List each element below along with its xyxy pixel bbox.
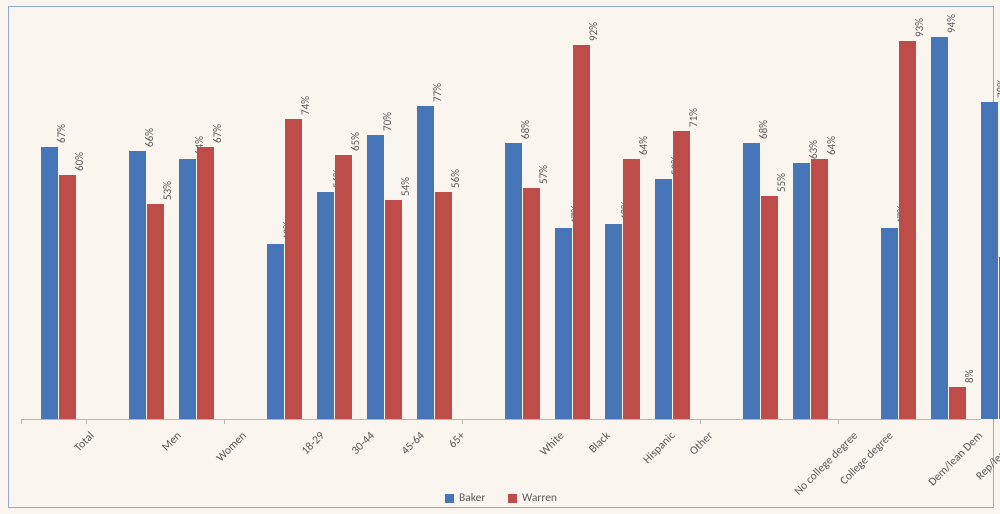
bar-warren bbox=[899, 41, 916, 419]
bar-baker bbox=[267, 244, 284, 419]
bar-value-label: 64% bbox=[825, 136, 838, 155]
x-axis-category-label: Women bbox=[213, 429, 249, 465]
bar-value-label: 74% bbox=[299, 96, 312, 115]
x-axis-category-label: Hispanic bbox=[640, 429, 678, 467]
bar-warren bbox=[435, 192, 452, 419]
x-axis-category-label: White bbox=[537, 429, 567, 459]
bar-value-label: 63% bbox=[807, 140, 820, 159]
bar-baker bbox=[931, 37, 948, 419]
x-axis-category-label: Dem/lean Dem bbox=[925, 429, 985, 489]
bar-warren bbox=[197, 147, 214, 419]
axis-tick bbox=[86, 419, 87, 424]
x-axis-category-label: 65+ bbox=[446, 429, 468, 451]
bar-warren bbox=[385, 200, 402, 419]
bar-value-label: 66% bbox=[143, 128, 156, 147]
bar-value-label: 93% bbox=[913, 18, 926, 37]
x-axis-category-label: Men bbox=[159, 429, 184, 454]
x-axis-category-label: 45-64 bbox=[398, 429, 427, 458]
legend-label-warren: Warren bbox=[522, 491, 557, 505]
bar-baker bbox=[505, 143, 522, 419]
bar-value-label: 53% bbox=[161, 181, 174, 200]
bar-baker bbox=[793, 163, 810, 419]
x-axis-category-label: Black bbox=[586, 429, 613, 456]
bar-value-label: 56% bbox=[449, 169, 462, 188]
bar-warren bbox=[623, 159, 640, 419]
legend-swatch-baker bbox=[445, 494, 454, 503]
plot-area: 67%60%66%53%64%67%43%74%56%65%70%54%77%5… bbox=[21, 13, 981, 420]
bar-baker bbox=[743, 143, 760, 419]
bar-value-label: 78% bbox=[995, 79, 1000, 98]
axis-tick bbox=[838, 419, 839, 424]
bar-value-label: 60% bbox=[73, 152, 86, 171]
legend-swatch-warren bbox=[508, 494, 517, 503]
bar-warren bbox=[59, 175, 76, 419]
chart-frame: 67%60%66%53%64%67%43%74%56%65%70%54%77%5… bbox=[8, 6, 994, 508]
bar-value-label: 65% bbox=[349, 132, 362, 151]
axis-tick bbox=[21, 419, 22, 424]
bar-value-label: 68% bbox=[519, 120, 532, 139]
bar-value-label: 55% bbox=[775, 173, 788, 192]
axis-tick bbox=[462, 419, 463, 424]
bar-value-label: 67% bbox=[211, 124, 224, 143]
bar-baker bbox=[981, 102, 998, 419]
bar-warren bbox=[335, 155, 352, 419]
bar-warren bbox=[673, 131, 690, 419]
bar-warren bbox=[147, 204, 164, 419]
bar-value-label: 8% bbox=[963, 369, 976, 382]
bar-baker bbox=[179, 159, 196, 419]
x-axis-category-label: Total bbox=[71, 429, 97, 455]
bar-value-label: 92% bbox=[587, 22, 600, 41]
x-axis-category-label: 18-29 bbox=[298, 429, 327, 458]
bar-warren bbox=[523, 188, 540, 419]
legend-item-warren: Warren bbox=[508, 491, 557, 505]
bar-value-label: 67% bbox=[55, 124, 68, 143]
bar-warren bbox=[761, 196, 778, 419]
legend-item-baker: Baker bbox=[445, 491, 485, 505]
bar-warren bbox=[573, 45, 590, 419]
bar-value-label: 77% bbox=[431, 83, 444, 102]
bar-baker bbox=[317, 192, 334, 419]
bar-value-label: 68% bbox=[757, 120, 770, 139]
bar-baker bbox=[605, 224, 622, 419]
bar-value-label: 70% bbox=[381, 112, 394, 131]
bar-baker bbox=[655, 179, 672, 419]
legend: Baker Warren bbox=[9, 491, 993, 505]
axis-tick bbox=[224, 419, 225, 424]
bar-value-label: 94% bbox=[945, 14, 958, 33]
bar-baker bbox=[129, 151, 146, 419]
bar-baker bbox=[41, 147, 58, 419]
axis-tick bbox=[700, 419, 701, 424]
bar-baker bbox=[367, 135, 384, 419]
x-axis-category-label: 30-44 bbox=[348, 429, 377, 458]
bar-baker bbox=[417, 106, 434, 419]
bar-baker bbox=[881, 228, 898, 419]
bar-value-label: 54% bbox=[399, 177, 412, 196]
bar-value-label: 64% bbox=[637, 136, 650, 155]
legend-label-baker: Baker bbox=[459, 491, 485, 505]
bar-baker bbox=[555, 228, 572, 419]
bar-value-label: 57% bbox=[537, 165, 550, 184]
bar-value-label: 71% bbox=[687, 108, 700, 127]
x-axis-category-label: Other bbox=[686, 429, 715, 458]
bar-warren bbox=[285, 119, 302, 419]
bar-warren bbox=[949, 387, 966, 419]
bar-warren bbox=[811, 159, 828, 419]
